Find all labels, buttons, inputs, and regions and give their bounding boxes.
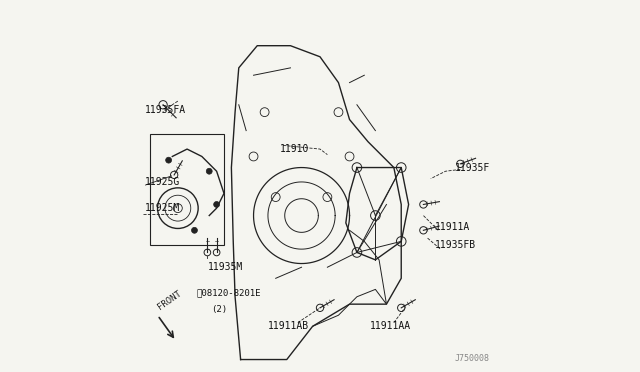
Text: 11935M: 11935M: [207, 262, 243, 272]
Text: 11935FB: 11935FB: [435, 240, 476, 250]
Circle shape: [214, 202, 220, 208]
Text: 11935FA: 11935FA: [145, 105, 186, 115]
Text: Ⓑ08120-8201E: Ⓑ08120-8201E: [196, 289, 261, 298]
Text: (2): (2): [211, 305, 227, 314]
Text: 11925G: 11925G: [145, 177, 180, 187]
Text: 11911AA: 11911AA: [370, 321, 411, 331]
Circle shape: [191, 227, 197, 233]
Text: 11925M: 11925M: [145, 203, 180, 213]
Text: 11935F: 11935F: [455, 163, 490, 173]
Text: FRONT: FRONT: [156, 289, 183, 311]
Text: 11910: 11910: [280, 144, 308, 154]
Text: 11911A: 11911A: [435, 222, 470, 232]
Circle shape: [166, 157, 172, 163]
Text: 11911AB: 11911AB: [268, 321, 309, 331]
Text: J750008: J750008: [455, 354, 490, 363]
Circle shape: [206, 168, 212, 174]
